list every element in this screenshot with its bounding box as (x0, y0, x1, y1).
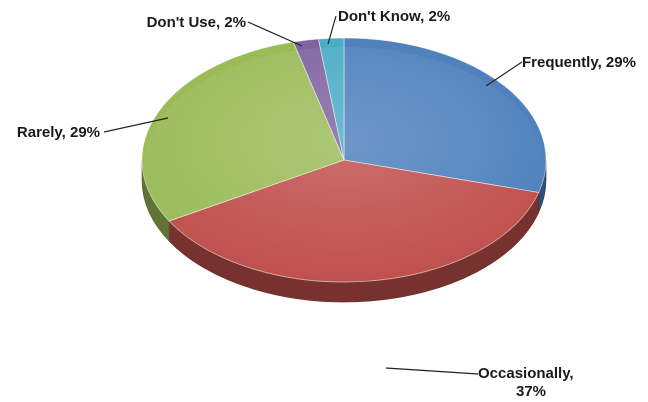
pie-slices (141, 37, 547, 283)
label-rarely: Rarely, 29% (17, 124, 100, 141)
label-occasionally-value: 37% (516, 383, 546, 400)
leader-frequently (485, 61, 523, 87)
leader-occasionally (385, 367, 479, 375)
label-occasionally: Occasionally, (478, 365, 574, 382)
leader-lines (103, 15, 523, 375)
leader-rarely (103, 117, 169, 133)
leader-don-t-know (327, 15, 337, 45)
label-don-t-know: Don't Know, 2% (338, 8, 450, 25)
label-frequently: Frequently, 29% (522, 54, 636, 71)
leader-don-t-use (247, 21, 303, 47)
slice-labels: Frequently, 29% Occasionally,37% Rarely, 2… (17, 8, 636, 400)
label-don-t-use: Don't Use, 2% (147, 14, 246, 31)
